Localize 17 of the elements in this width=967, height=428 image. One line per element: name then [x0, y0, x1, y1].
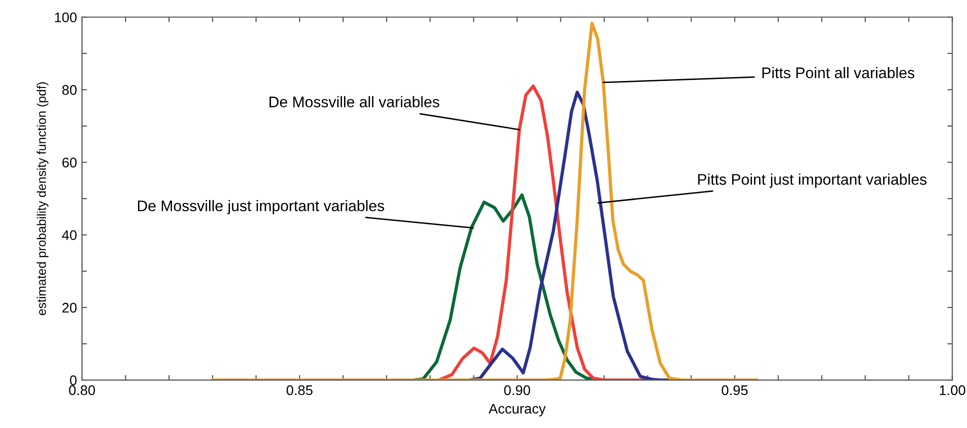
- text: 0.80: [69, 385, 95, 396]
- annotation: De Mossville all variables: [270, 96, 440, 108]
- x-tick-label: 0.85: [286, 385, 313, 396]
- y-tick-label: 60: [62, 158, 77, 168]
- x-tick-label: 1.00: [940, 385, 966, 396]
- y-tick-label: 20: [62, 302, 77, 313]
- annotation: Pitts Point all variables: [762, 66, 914, 78]
- annotation: Pitts Point just important variables: [698, 174, 926, 188]
- y-tick-label: 40: [62, 230, 77, 240]
- y-tick-label: 100: [55, 12, 77, 22]
- y-axis-title: estimated probability density function (pdf): [36, 82, 48, 316]
- x-axis-title: Accuracy: [488, 404, 546, 416]
- x-tick-label: 0.90: [504, 385, 530, 396]
- y-tick-label: 0: [70, 375, 77, 386]
- y-tick-label: 80: [62, 85, 77, 95]
- annotation: De Mossville just important variables: [138, 200, 384, 214]
- x-tick-label: 0.95: [722, 385, 748, 396]
